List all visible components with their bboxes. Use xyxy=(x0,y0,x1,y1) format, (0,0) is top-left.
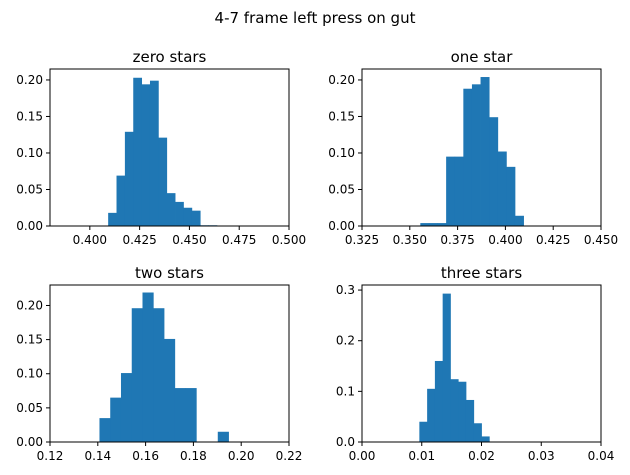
histogram-bar xyxy=(450,379,459,442)
subplot-title: three stars xyxy=(441,264,523,282)
histogram-bar xyxy=(175,201,184,226)
histogram-bar xyxy=(108,212,117,226)
histogram-bar xyxy=(428,223,438,226)
x-tick-label: 0.375 xyxy=(440,233,474,247)
x-tick-label: 0.01 xyxy=(408,449,435,463)
x-tick-label: 0.02 xyxy=(468,449,495,463)
histogram-bar xyxy=(446,156,456,226)
axes-frame xyxy=(49,284,290,443)
subplot-title: one star xyxy=(451,48,514,66)
histogram-bar xyxy=(120,373,133,442)
x-tick-label: 0.425 xyxy=(122,233,156,247)
subplot: one star 0.325 0.350 0.375 0.400 0.425 0.450 0.… xyxy=(328,48,618,247)
histogram-bar xyxy=(99,418,111,442)
histogram-bar xyxy=(142,292,154,442)
histogram-bar xyxy=(174,388,186,442)
histogram-bar xyxy=(463,88,473,226)
histogram-bar xyxy=(437,223,447,226)
x-tick-label: 0.350 xyxy=(393,233,427,247)
y-tick-label: 0.05 xyxy=(328,182,355,196)
y-tick-label: 0.10 xyxy=(328,146,355,160)
y-tick-label: 0.00 xyxy=(16,219,43,233)
y-tick-label: 0.20 xyxy=(16,298,43,312)
x-tick-label: 0.400 xyxy=(73,233,107,247)
y-tick-label: 0.05 xyxy=(16,401,43,415)
y-tick-label: 0.10 xyxy=(16,146,43,160)
histogram-bar xyxy=(185,388,197,442)
y-tick-label: 0.05 xyxy=(16,182,43,196)
histogram-bar xyxy=(442,293,451,442)
histogram-bar xyxy=(419,421,428,442)
y-tick-label: 0.15 xyxy=(328,109,355,123)
y-tick-label: 0.20 xyxy=(16,73,43,87)
x-tick-label: 0.22 xyxy=(276,449,303,463)
x-tick-label: 0.425 xyxy=(536,233,570,247)
x-tick-label: 0.00 xyxy=(349,449,376,463)
figure-title: 4-7 frame left press on gut xyxy=(215,9,416,27)
x-tick-label: 0.325 xyxy=(345,233,379,247)
axes-frame xyxy=(49,68,290,227)
x-tick-label: 0.500 xyxy=(272,233,306,247)
histogram-bar xyxy=(506,166,516,226)
y-tick-label: 0.20 xyxy=(328,73,355,87)
histogram-bar xyxy=(124,131,134,226)
x-tick-label: 0.450 xyxy=(172,233,206,247)
histogram-bar xyxy=(434,360,444,442)
x-tick-label: 0.18 xyxy=(180,449,207,463)
y-tick-label: 0.15 xyxy=(16,109,43,123)
histogram-bar xyxy=(489,117,499,226)
subplot-title: zero stars xyxy=(133,48,207,66)
x-tick-label: 0.03 xyxy=(528,449,555,463)
histogram-bar xyxy=(497,151,507,226)
axes-frame xyxy=(361,68,602,227)
subplot-title: two stars xyxy=(135,264,204,282)
x-tick-label: 0.04 xyxy=(588,449,615,463)
histogram-bar xyxy=(480,77,490,226)
y-tick-label: 0.0 xyxy=(336,435,355,449)
histogram-bar xyxy=(133,77,143,226)
histogram-bar xyxy=(110,397,122,442)
histogram-bar xyxy=(420,223,430,226)
histogram-bar xyxy=(514,215,524,226)
histogram-bar xyxy=(166,193,176,226)
y-tick-label: 0.2 xyxy=(336,334,355,348)
x-tick-label: 0.14 xyxy=(84,449,111,463)
histogram-bar xyxy=(458,381,467,442)
x-tick-label: 0.12 xyxy=(37,449,64,463)
axes-frame xyxy=(361,284,602,443)
histogram-bar xyxy=(465,399,475,442)
y-tick-label: 0.1 xyxy=(336,384,355,398)
histogram-bar xyxy=(153,308,165,442)
histogram-bar xyxy=(141,84,151,226)
histogram-bar xyxy=(131,308,143,442)
subplot: three stars 0.00 0.01 0.02 0.03 0.04 0.0 0.1 0.2… xyxy=(336,264,614,463)
x-tick-label: 0.20 xyxy=(228,449,255,463)
histogram-bar xyxy=(471,84,481,226)
x-tick-label: 0.450 xyxy=(584,233,618,247)
histogram-bar xyxy=(481,436,490,442)
x-tick-label: 0.475 xyxy=(222,233,256,247)
histogram-bar xyxy=(473,423,482,442)
histogram-bar xyxy=(217,431,229,442)
x-tick-label: 0.400 xyxy=(488,233,522,247)
histogram-bar xyxy=(116,175,126,226)
x-tick-label: 0.16 xyxy=(132,449,159,463)
y-tick-label: 0.10 xyxy=(16,367,43,381)
histogram-bar xyxy=(158,137,168,226)
y-tick-label: 0.00 xyxy=(328,219,355,233)
y-tick-label: 0.15 xyxy=(16,333,43,347)
y-tick-label: 0.00 xyxy=(16,435,43,449)
y-tick-label: 0.3 xyxy=(336,283,355,297)
subplot: zero stars 0.400 0.425 0.450 0.475 0.500 0.00 0… xyxy=(16,48,306,247)
histogram-bar xyxy=(164,338,176,442)
histogram-bar xyxy=(191,210,201,226)
histogram-bar xyxy=(427,388,436,442)
subplot: two stars 0.12 0.14 0.16 0.18 0.20 0.22 0.00 0.0… xyxy=(16,264,302,463)
histogram-bar xyxy=(149,80,159,227)
histogram-bar xyxy=(183,207,193,226)
histogram-bar xyxy=(454,156,464,226)
